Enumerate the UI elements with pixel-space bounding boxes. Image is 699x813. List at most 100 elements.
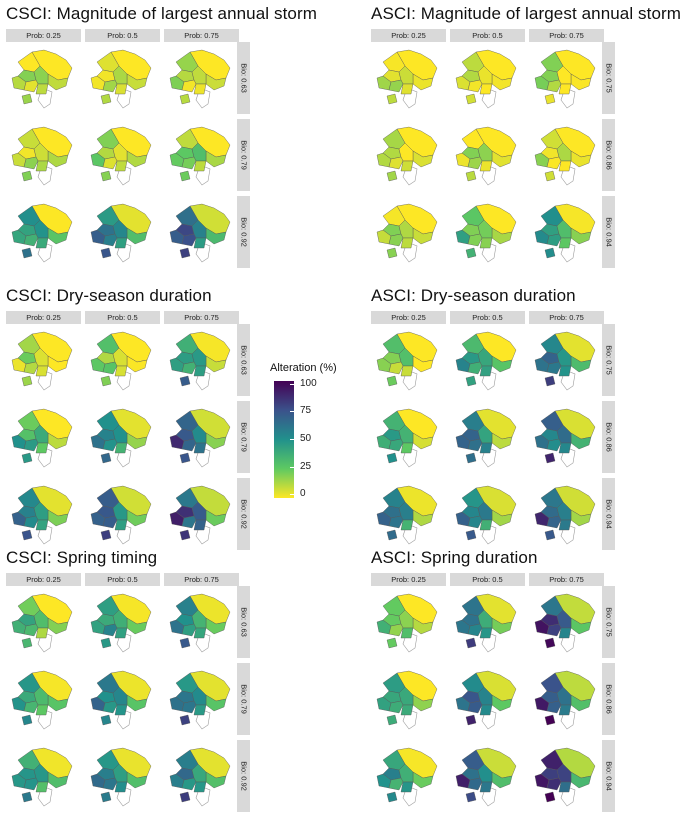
subbasin-region <box>100 375 112 387</box>
subbasin-region <box>114 442 128 454</box>
watershed-map <box>455 747 517 807</box>
subbasin-region <box>558 365 572 377</box>
subbasin-region <box>114 160 128 172</box>
subbasin-region <box>35 627 49 639</box>
row-strip: Bio: 0.94 <box>602 478 615 550</box>
watershed-map <box>90 203 152 263</box>
watershed-map <box>11 408 73 468</box>
subbasin-region <box>193 83 207 95</box>
column-strip-label: Prob: 0.25 <box>371 573 446 586</box>
subbasin-region <box>400 160 414 172</box>
map-cell <box>531 125 599 187</box>
subbasin-region <box>546 361 562 375</box>
subbasin-region <box>21 170 33 182</box>
subbasin-region <box>400 442 414 454</box>
subbasin-region <box>388 623 404 637</box>
watershed-map <box>376 126 438 186</box>
map-cell <box>452 407 520 469</box>
legend-tick-label: 100 <box>300 378 317 389</box>
column-strip-label: Prob: 0.25 <box>6 311 81 324</box>
row-strip-label: Bio: 0.79 <box>239 684 248 714</box>
subbasin-region <box>193 627 207 639</box>
subbasin-region <box>23 233 39 247</box>
watershed-map <box>534 203 596 263</box>
subbasin-region <box>21 714 33 726</box>
subbasin-region <box>21 247 33 259</box>
subbasin-region <box>467 623 483 637</box>
subbasin-region <box>114 781 128 793</box>
watershed-map <box>169 485 231 545</box>
watershed-outline <box>402 241 418 263</box>
watershed-outline <box>37 708 53 730</box>
watershed-map <box>455 485 517 545</box>
watershed-map <box>169 408 231 468</box>
watershed-map <box>534 49 596 109</box>
subbasin-region <box>193 160 207 172</box>
legend-colorbar <box>274 381 294 498</box>
subbasin-region <box>479 237 493 249</box>
watershed-outline <box>116 164 132 186</box>
map-cell <box>87 484 155 546</box>
subbasin-region <box>179 247 191 259</box>
column-strip-label: Prob: 0.75 <box>164 29 239 42</box>
watershed-outline <box>560 241 576 263</box>
legend-tickmark <box>290 467 294 468</box>
watershed-outline <box>481 446 497 468</box>
map-cell <box>166 746 234 808</box>
watershed-map <box>169 331 231 391</box>
watershed-outline <box>481 87 497 109</box>
panel-title: CSCI: Magnitude of largest annual storm <box>6 4 317 23</box>
map-cell <box>8 592 76 654</box>
panel-title: CSCI: Dry-season duration <box>6 286 212 305</box>
watershed-outline <box>116 87 132 109</box>
subbasin-region <box>193 704 207 716</box>
map-cell <box>531 592 599 654</box>
subbasin-region <box>21 791 33 803</box>
row-strip: Bio: 0.79 <box>237 119 250 191</box>
subbasin-region <box>386 247 398 259</box>
subbasin-region <box>467 777 483 791</box>
map-cell <box>531 202 599 264</box>
panel-title: ASCI: Magnitude of largest annual storm <box>371 4 682 23</box>
watershed-outline <box>481 523 497 545</box>
map-cell <box>166 592 234 654</box>
row-strip: Bio: 0.63 <box>237 324 250 396</box>
map-cell <box>452 746 520 808</box>
map-cell <box>373 669 441 731</box>
subbasin-region <box>386 791 398 803</box>
watershed-outline <box>116 708 132 730</box>
column-strip-label: Prob: 0.25 <box>6 573 81 586</box>
watershed-map <box>376 49 438 109</box>
subbasin-region <box>465 170 477 182</box>
subbasin-region <box>465 637 477 649</box>
subbasin-region <box>544 93 556 105</box>
subbasin-region <box>558 83 572 95</box>
subbasin-region <box>544 529 556 541</box>
subbasin-region <box>388 79 404 93</box>
map-cell <box>373 407 441 469</box>
watershed-map <box>534 126 596 186</box>
subbasin-region <box>467 361 483 375</box>
subbasin-region <box>546 233 562 247</box>
subbasin-region <box>102 79 118 93</box>
subbasin-region <box>21 452 33 464</box>
row-strip-label: Bio: 0.86 <box>604 140 613 170</box>
subbasin-region <box>546 700 562 714</box>
watershed-map <box>169 126 231 186</box>
subbasin-region <box>23 515 39 529</box>
subbasin-region <box>558 442 572 454</box>
row-strip-label: Bio: 0.94 <box>604 761 613 791</box>
subbasin-region <box>193 519 207 531</box>
subbasin-region <box>386 529 398 541</box>
row-strip-label: Bio: 0.63 <box>239 63 248 93</box>
map-cell <box>166 125 234 187</box>
watershed-map <box>90 126 152 186</box>
subbasin-region <box>100 791 112 803</box>
subbasin-region <box>546 623 562 637</box>
subbasin-region <box>114 365 128 377</box>
watershed-outline <box>37 631 53 653</box>
row-strip-label: Bio: 0.92 <box>239 499 248 529</box>
watershed-outline <box>116 369 132 391</box>
subbasin-region <box>21 375 33 387</box>
row-strip: Bio: 0.92 <box>237 196 250 268</box>
